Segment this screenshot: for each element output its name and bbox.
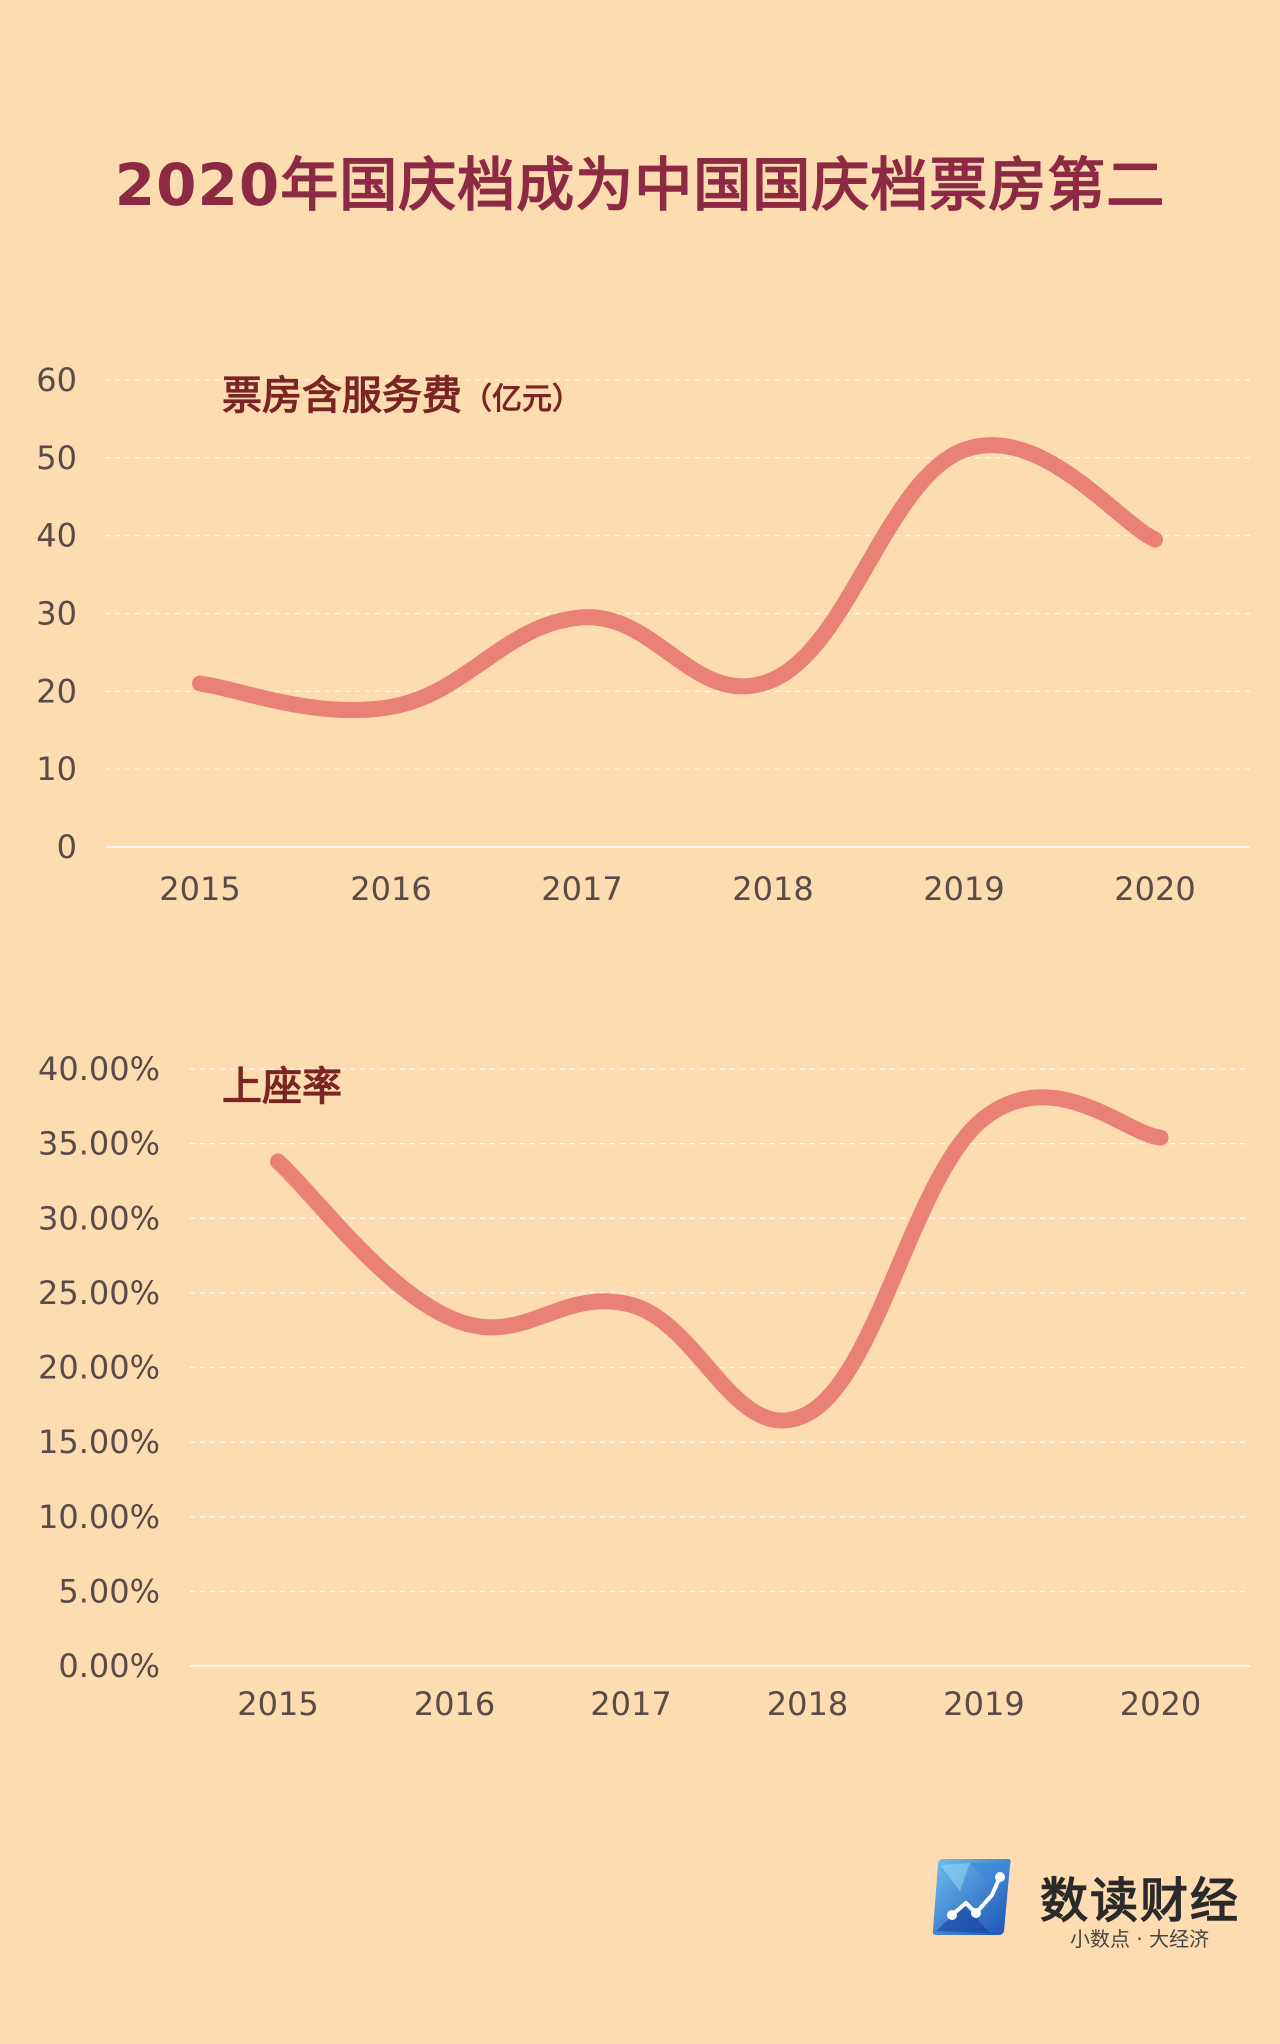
box-office-y-tick-label: 20 <box>36 672 77 710</box>
box-office-y-tick-label: 30 <box>36 595 77 633</box>
occupancy-y-tick-label: 30.00% <box>38 1199 160 1237</box>
box-office-x-tick-label: 2016 <box>350 870 431 908</box>
occupancy-x-tick-label: 2019 <box>943 1685 1024 1723</box>
occupancy-y-tick-label: 35.00% <box>38 1125 160 1163</box>
box-office-y-tick-label: 50 <box>36 439 77 477</box>
occupancy-chart-title: 上座率 <box>222 1064 342 1110</box>
box-office-y-tick-label: 0 <box>57 828 77 866</box>
box-office-x-tick-label: 2018 <box>732 870 813 908</box>
occupancy-x-tick-label: 2016 <box>414 1685 495 1723</box>
page-title: 2020年国庆档成为中国国庆档票房第二 <box>114 151 1166 219</box>
box-office-chart-title-text: 票房含服务费 <box>222 373 462 419</box>
brand-logo-icon <box>932 1859 1011 1935</box>
brand-name: 数读财经 <box>1040 1873 1241 1929</box>
occupancy-chart: 0.00% 5.00% 10.00% 15.00% 20.00% 25.00% 30.00%… <box>0 1040 1280 1740</box>
occupancy-series-line <box>270 1089 1169 1429</box>
box-office-y-tick-label: 10 <box>36 750 77 788</box>
occupancy-x-tick-label: 2018 <box>767 1685 848 1723</box>
box-office-x-tick-label: 2019 <box>923 870 1004 908</box>
box-office-series-line <box>192 437 1163 719</box>
occupancy-chart-svg: 0.00% 5.00% 10.00% 15.00% 20.00% 25.00% 30.00%… <box>38 1050 1250 1723</box>
box-office-x-tick-label: 2015 <box>159 870 240 908</box>
occupancy-y-tick-label: 40.00% <box>38 1050 160 1088</box>
brand-slogan: 小数点 · 大经济 <box>1070 1927 1210 1951</box>
occupancy-x-tick-label: 2020 <box>1120 1685 1201 1723</box>
brand-logo: 数读财经 小数点 · 大经济 <box>930 1855 1260 1955</box>
box-office-chart-title: 票房含服务费（亿元） <box>222 363 582 421</box>
box-office-chart-svg: 0 10 20 30 40 50 60 2015 2016 2017 2018 2019 2020 <box>36 361 1250 908</box>
occupancy-y-tick-label: 20.00% <box>38 1349 160 1387</box>
occupancy-y-tick-label: 15.00% <box>38 1423 160 1461</box>
box-office-x-tick-label: 2020 <box>1114 870 1195 908</box>
occupancy-y-tick-label: 10.00% <box>38 1498 160 1536</box>
box-office-unit: （亿元） <box>462 382 582 417</box>
occupancy-y-tick-label: 5.00% <box>58 1572 160 1610</box>
box-office-x-tick-label: 2017 <box>541 870 622 908</box>
occupancy-y-tick-label: 25.00% <box>38 1274 160 1312</box>
box-office-chart: 0 10 20 30 40 50 60 2015 2016 2017 2018 2019 2020 票房… <box>0 355 1280 915</box>
occupancy-y-tick-label: 0.00% <box>58 1647 160 1685</box>
box-office-y-tick-label: 60 <box>36 361 77 399</box>
occupancy-x-tick-label: 2017 <box>590 1685 671 1723</box>
occupancy-x-tick-label: 2015 <box>237 1685 318 1723</box>
box-office-y-tick-label: 40 <box>36 517 77 555</box>
